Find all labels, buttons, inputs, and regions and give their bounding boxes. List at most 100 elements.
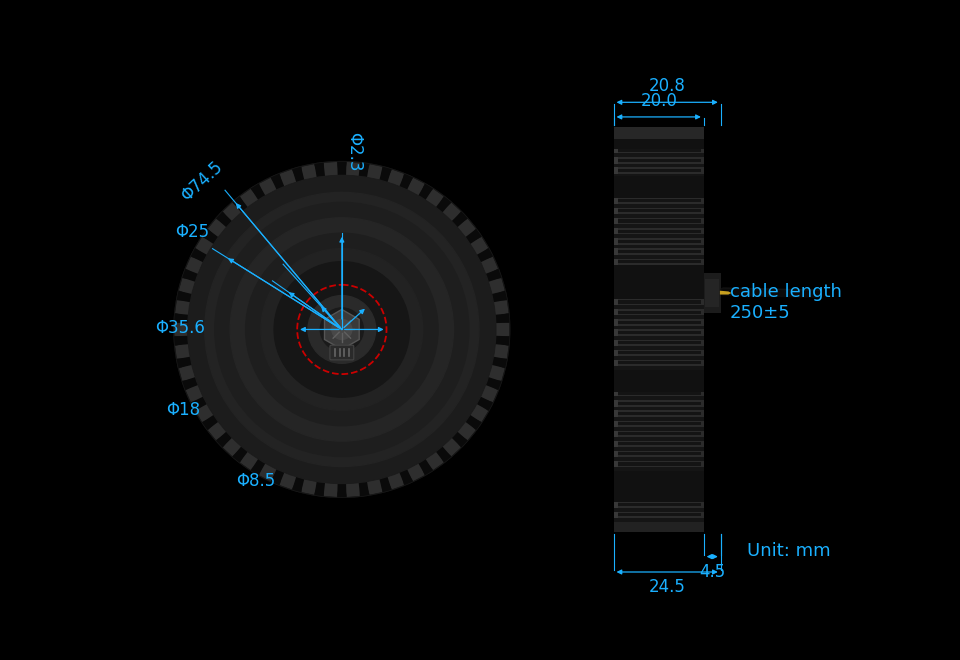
Bar <box>616 391 701 395</box>
Polygon shape <box>358 162 370 179</box>
Bar <box>616 482 701 486</box>
Bar <box>616 280 701 283</box>
Bar <box>613 401 704 407</box>
Bar <box>616 179 701 182</box>
Bar <box>613 390 704 397</box>
Bar <box>706 279 719 307</box>
Text: 4.5: 4.5 <box>699 563 726 581</box>
Bar <box>613 471 704 477</box>
Text: 20.8: 20.8 <box>649 77 685 95</box>
Bar <box>613 481 618 488</box>
Bar <box>616 523 701 526</box>
Bar <box>616 260 701 263</box>
Bar <box>616 432 701 435</box>
Bar <box>613 309 704 315</box>
Bar <box>613 168 704 174</box>
Bar <box>613 441 618 447</box>
Bar <box>616 128 701 131</box>
Polygon shape <box>259 462 278 481</box>
Bar <box>616 351 701 354</box>
Bar <box>613 198 704 204</box>
Bar <box>613 512 704 518</box>
Polygon shape <box>456 218 476 239</box>
Text: Φ25: Φ25 <box>175 222 209 241</box>
Bar <box>616 463 701 465</box>
Polygon shape <box>405 178 425 197</box>
Bar <box>613 279 618 285</box>
Bar <box>613 420 704 427</box>
Polygon shape <box>398 467 413 485</box>
Text: Φ18: Φ18 <box>166 401 201 419</box>
Polygon shape <box>175 343 191 359</box>
Circle shape <box>174 162 510 498</box>
Circle shape <box>215 203 468 457</box>
Polygon shape <box>435 197 451 214</box>
Bar <box>616 240 701 243</box>
Polygon shape <box>475 248 492 263</box>
Bar <box>613 360 618 366</box>
Bar <box>613 178 704 184</box>
FancyBboxPatch shape <box>330 345 354 360</box>
Circle shape <box>332 319 352 339</box>
Text: 20.0: 20.0 <box>640 92 677 110</box>
Bar <box>613 461 704 467</box>
Bar <box>613 340 618 346</box>
Bar <box>613 502 618 508</box>
Bar <box>613 411 704 416</box>
Bar <box>613 198 618 204</box>
Bar <box>613 279 704 285</box>
Polygon shape <box>365 164 382 181</box>
Polygon shape <box>398 174 413 191</box>
Polygon shape <box>480 257 498 276</box>
Polygon shape <box>324 310 359 350</box>
Bar <box>613 208 618 214</box>
Bar <box>613 350 618 356</box>
Bar <box>613 329 704 336</box>
Bar <box>613 289 704 295</box>
Bar <box>613 187 618 194</box>
Polygon shape <box>207 420 228 440</box>
Bar <box>613 187 704 194</box>
Circle shape <box>308 296 375 363</box>
Polygon shape <box>469 237 489 257</box>
Polygon shape <box>345 162 361 177</box>
Bar <box>616 220 701 222</box>
Polygon shape <box>195 403 215 422</box>
Bar <box>613 522 704 532</box>
Polygon shape <box>203 229 220 245</box>
Polygon shape <box>324 162 340 177</box>
Bar <box>616 250 701 253</box>
Bar <box>613 329 618 336</box>
Polygon shape <box>240 450 260 471</box>
Bar <box>613 147 704 154</box>
Bar <box>613 502 704 508</box>
Bar <box>613 208 704 214</box>
Bar <box>616 503 701 506</box>
Bar <box>616 300 701 304</box>
Bar <box>613 269 618 275</box>
Polygon shape <box>185 383 204 403</box>
Bar <box>613 147 618 154</box>
Bar <box>613 492 618 498</box>
Bar <box>613 370 618 376</box>
Circle shape <box>230 218 453 441</box>
Bar <box>613 360 704 366</box>
Bar <box>613 137 704 143</box>
Polygon shape <box>177 356 194 368</box>
Bar <box>613 431 704 437</box>
Polygon shape <box>441 203 461 222</box>
Polygon shape <box>191 248 208 263</box>
Polygon shape <box>223 203 243 222</box>
Bar <box>613 228 704 234</box>
Bar <box>616 270 701 273</box>
Bar <box>613 228 618 234</box>
Bar <box>613 512 618 518</box>
Bar <box>613 127 618 133</box>
Polygon shape <box>386 169 404 187</box>
Bar <box>613 309 618 315</box>
Bar <box>613 248 618 255</box>
Circle shape <box>261 249 422 411</box>
Bar <box>616 361 701 364</box>
Bar <box>613 380 618 386</box>
Polygon shape <box>175 300 191 317</box>
